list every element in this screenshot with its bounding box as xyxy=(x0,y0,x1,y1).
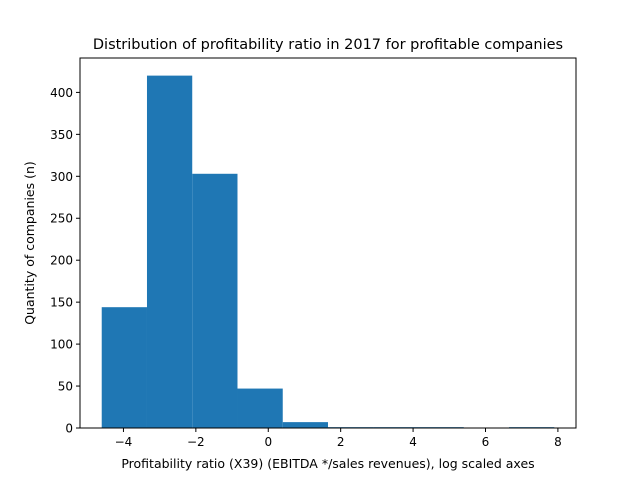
x-tick-label: 6 xyxy=(482,435,490,449)
histogram-bar xyxy=(282,422,328,428)
y-tick-label: 0 xyxy=(65,422,73,436)
x-axis: −4 −2 0 2 4 6 8 xyxy=(115,428,562,449)
x-axis-label: Profitability ratio (X39) (EBITDA */sale… xyxy=(121,456,534,471)
y-axis-label: Quantity of companies (n) xyxy=(22,161,37,325)
y-tick-label: 350 xyxy=(50,128,73,142)
y-tick-label: 250 xyxy=(50,212,73,226)
x-tick-label: −2 xyxy=(187,435,205,449)
plot-frame xyxy=(79,57,577,429)
chart-title: Distribution of profitability ratio in 2… xyxy=(93,37,563,53)
x-tick-label: 0 xyxy=(264,435,272,449)
x-tick-label: 4 xyxy=(409,435,417,449)
histogram-bar xyxy=(146,75,193,428)
y-tick-label: 100 xyxy=(50,338,73,352)
y-axis: 0 50 100 150 200 250 300 350 400 xyxy=(50,86,80,436)
x-tick-label: −4 xyxy=(115,435,133,449)
y-tick-label: 150 xyxy=(50,296,73,310)
y-tick-label: 300 xyxy=(50,170,73,184)
y-tick-label: 50 xyxy=(58,380,73,394)
x-tick-label: 8 xyxy=(554,435,562,449)
bars-group xyxy=(101,75,555,428)
y-tick-label: 400 xyxy=(50,86,73,100)
y-tick-label: 200 xyxy=(50,254,73,268)
histogram-bar xyxy=(101,307,147,428)
histogram-bar xyxy=(192,173,238,428)
histogram-bar xyxy=(237,388,283,428)
x-tick-label: 2 xyxy=(337,435,345,449)
